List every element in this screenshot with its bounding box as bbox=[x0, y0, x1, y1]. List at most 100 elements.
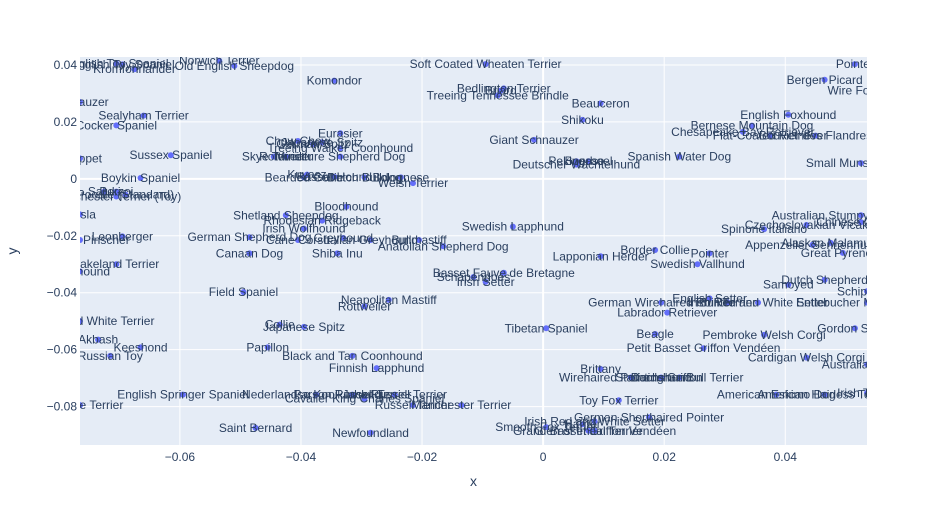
scatter-point[interactable] bbox=[458, 402, 465, 409]
scatter-point[interactable] bbox=[367, 237, 374, 244]
scatter-point[interactable] bbox=[591, 427, 598, 434]
scatter-point[interactable] bbox=[113, 60, 120, 67]
scatter-point[interactable] bbox=[739, 128, 746, 135]
scatter-point[interactable] bbox=[821, 391, 828, 398]
scatter-point[interactable] bbox=[482, 278, 489, 285]
scatter-point[interactable] bbox=[658, 374, 665, 381]
scatter-point[interactable] bbox=[597, 100, 604, 107]
scatter-point[interactable] bbox=[761, 226, 768, 233]
scatter-point[interactable] bbox=[440, 243, 447, 250]
scatter-point[interactable] bbox=[676, 374, 683, 381]
scatter-point[interactable] bbox=[416, 237, 423, 244]
scatter-point[interactable] bbox=[137, 174, 144, 181]
scatter-point[interactable] bbox=[391, 391, 398, 398]
scatter-point[interactable] bbox=[664, 309, 671, 316]
scatter-point[interactable] bbox=[857, 219, 864, 226]
scatter-point[interactable] bbox=[497, 87, 504, 94]
scatter-point[interactable] bbox=[361, 174, 368, 181]
scatter-point[interactable] bbox=[294, 137, 301, 144]
scatter-point[interactable] bbox=[864, 299, 870, 306]
scatter-point[interactable] bbox=[597, 253, 604, 260]
scatter-point[interactable] bbox=[821, 76, 828, 83]
scatter-point[interactable] bbox=[627, 374, 634, 381]
scatter-point[interactable] bbox=[113, 122, 120, 129]
scatter-point[interactable] bbox=[585, 158, 592, 165]
scatter-point[interactable] bbox=[676, 153, 683, 160]
scatter-point[interactable] bbox=[131, 66, 138, 73]
scatter-point[interactable] bbox=[494, 92, 501, 99]
scatter-point[interactable] bbox=[851, 325, 858, 332]
scatter-point[interactable] bbox=[231, 62, 238, 69]
scatter-point[interactable] bbox=[785, 281, 792, 288]
scatter-point[interactable] bbox=[77, 211, 83, 218]
scatter-point[interactable] bbox=[319, 217, 326, 224]
scatter-point[interactable] bbox=[867, 88, 873, 94]
scatter-point[interactable] bbox=[107, 352, 114, 359]
scatter-point[interactable] bbox=[276, 321, 283, 328]
scatter-point[interactable] bbox=[252, 424, 259, 431]
scatter-point[interactable] bbox=[137, 344, 144, 351]
scatter-point[interactable] bbox=[300, 323, 307, 330]
scatter-point[interactable] bbox=[706, 250, 713, 257]
scatter-point[interactable] bbox=[300, 225, 307, 232]
scatter-point[interactable] bbox=[119, 61, 126, 68]
scatter-point[interactable] bbox=[857, 160, 864, 167]
scatter-point[interactable] bbox=[615, 397, 622, 404]
scatter-point[interactable] bbox=[812, 132, 819, 139]
scatter-point[interactable] bbox=[821, 276, 828, 283]
scatter-point[interactable] bbox=[827, 239, 834, 246]
scatter-point[interactable] bbox=[331, 173, 338, 180]
scatter-point[interactable] bbox=[264, 344, 271, 351]
scatter-point[interactable] bbox=[409, 180, 416, 187]
scatter-point[interactable] bbox=[509, 223, 516, 230]
scatter-point[interactable] bbox=[724, 299, 731, 306]
scatter-point[interactable] bbox=[646, 414, 653, 421]
scatter-point[interactable] bbox=[300, 174, 307, 181]
scatter-point[interactable] bbox=[367, 429, 374, 436]
scatter-point[interactable] bbox=[361, 303, 368, 310]
scatter-point[interactable] bbox=[706, 295, 713, 302]
scatter-point[interactable] bbox=[585, 427, 592, 434]
scatter-point[interactable] bbox=[113, 193, 120, 200]
scatter-point[interactable] bbox=[77, 98, 83, 105]
scatter-point[interactable] bbox=[579, 116, 586, 123]
scatter-point[interactable] bbox=[331, 77, 338, 84]
scatter-point[interactable] bbox=[122, 191, 129, 198]
scatter-point[interactable] bbox=[349, 352, 356, 359]
scatter-point[interactable] bbox=[270, 153, 277, 160]
scatter-point[interactable] bbox=[579, 421, 586, 428]
scatter-point[interactable] bbox=[179, 391, 186, 398]
scatter-point[interactable] bbox=[864, 361, 870, 368]
scatter-point[interactable] bbox=[337, 145, 344, 152]
scatter-point[interactable] bbox=[282, 212, 289, 219]
scatter-point[interactable] bbox=[543, 424, 550, 431]
scatter-point[interactable] bbox=[313, 391, 320, 398]
scatter-point[interactable] bbox=[361, 395, 368, 402]
scatter-point[interactable] bbox=[658, 299, 665, 306]
scatter-point[interactable] bbox=[113, 261, 120, 268]
scatter-point[interactable] bbox=[397, 174, 404, 181]
scatter-point[interactable] bbox=[95, 336, 102, 343]
scatter-point[interactable] bbox=[77, 318, 83, 325]
scatter-point[interactable] bbox=[343, 203, 350, 210]
scatter-point[interactable] bbox=[77, 155, 83, 162]
scatter-point[interactable] bbox=[337, 153, 344, 160]
scatter-point[interactable] bbox=[785, 111, 792, 118]
scatter-point[interactable] bbox=[294, 237, 301, 244]
scatter-point[interactable] bbox=[803, 354, 810, 361]
scatter-point[interactable] bbox=[319, 139, 326, 146]
scatter-point[interactable] bbox=[77, 402, 83, 409]
scatter-point[interactable] bbox=[337, 130, 344, 137]
scatter-point[interactable] bbox=[652, 247, 659, 254]
scatter-point[interactable] bbox=[385, 296, 392, 303]
scatter-point[interactable] bbox=[216, 57, 223, 64]
scatter-point[interactable] bbox=[767, 132, 774, 139]
scatter-point[interactable] bbox=[101, 188, 108, 195]
scatter-point[interactable] bbox=[748, 122, 755, 129]
scatter-point[interactable] bbox=[500, 269, 507, 276]
scatter-point[interactable] bbox=[597, 365, 604, 372]
scatter-point[interactable] bbox=[246, 234, 253, 241]
scatter-point[interactable] bbox=[573, 161, 580, 168]
scatter-point[interactable] bbox=[809, 241, 816, 248]
scatter-point[interactable] bbox=[543, 325, 550, 332]
